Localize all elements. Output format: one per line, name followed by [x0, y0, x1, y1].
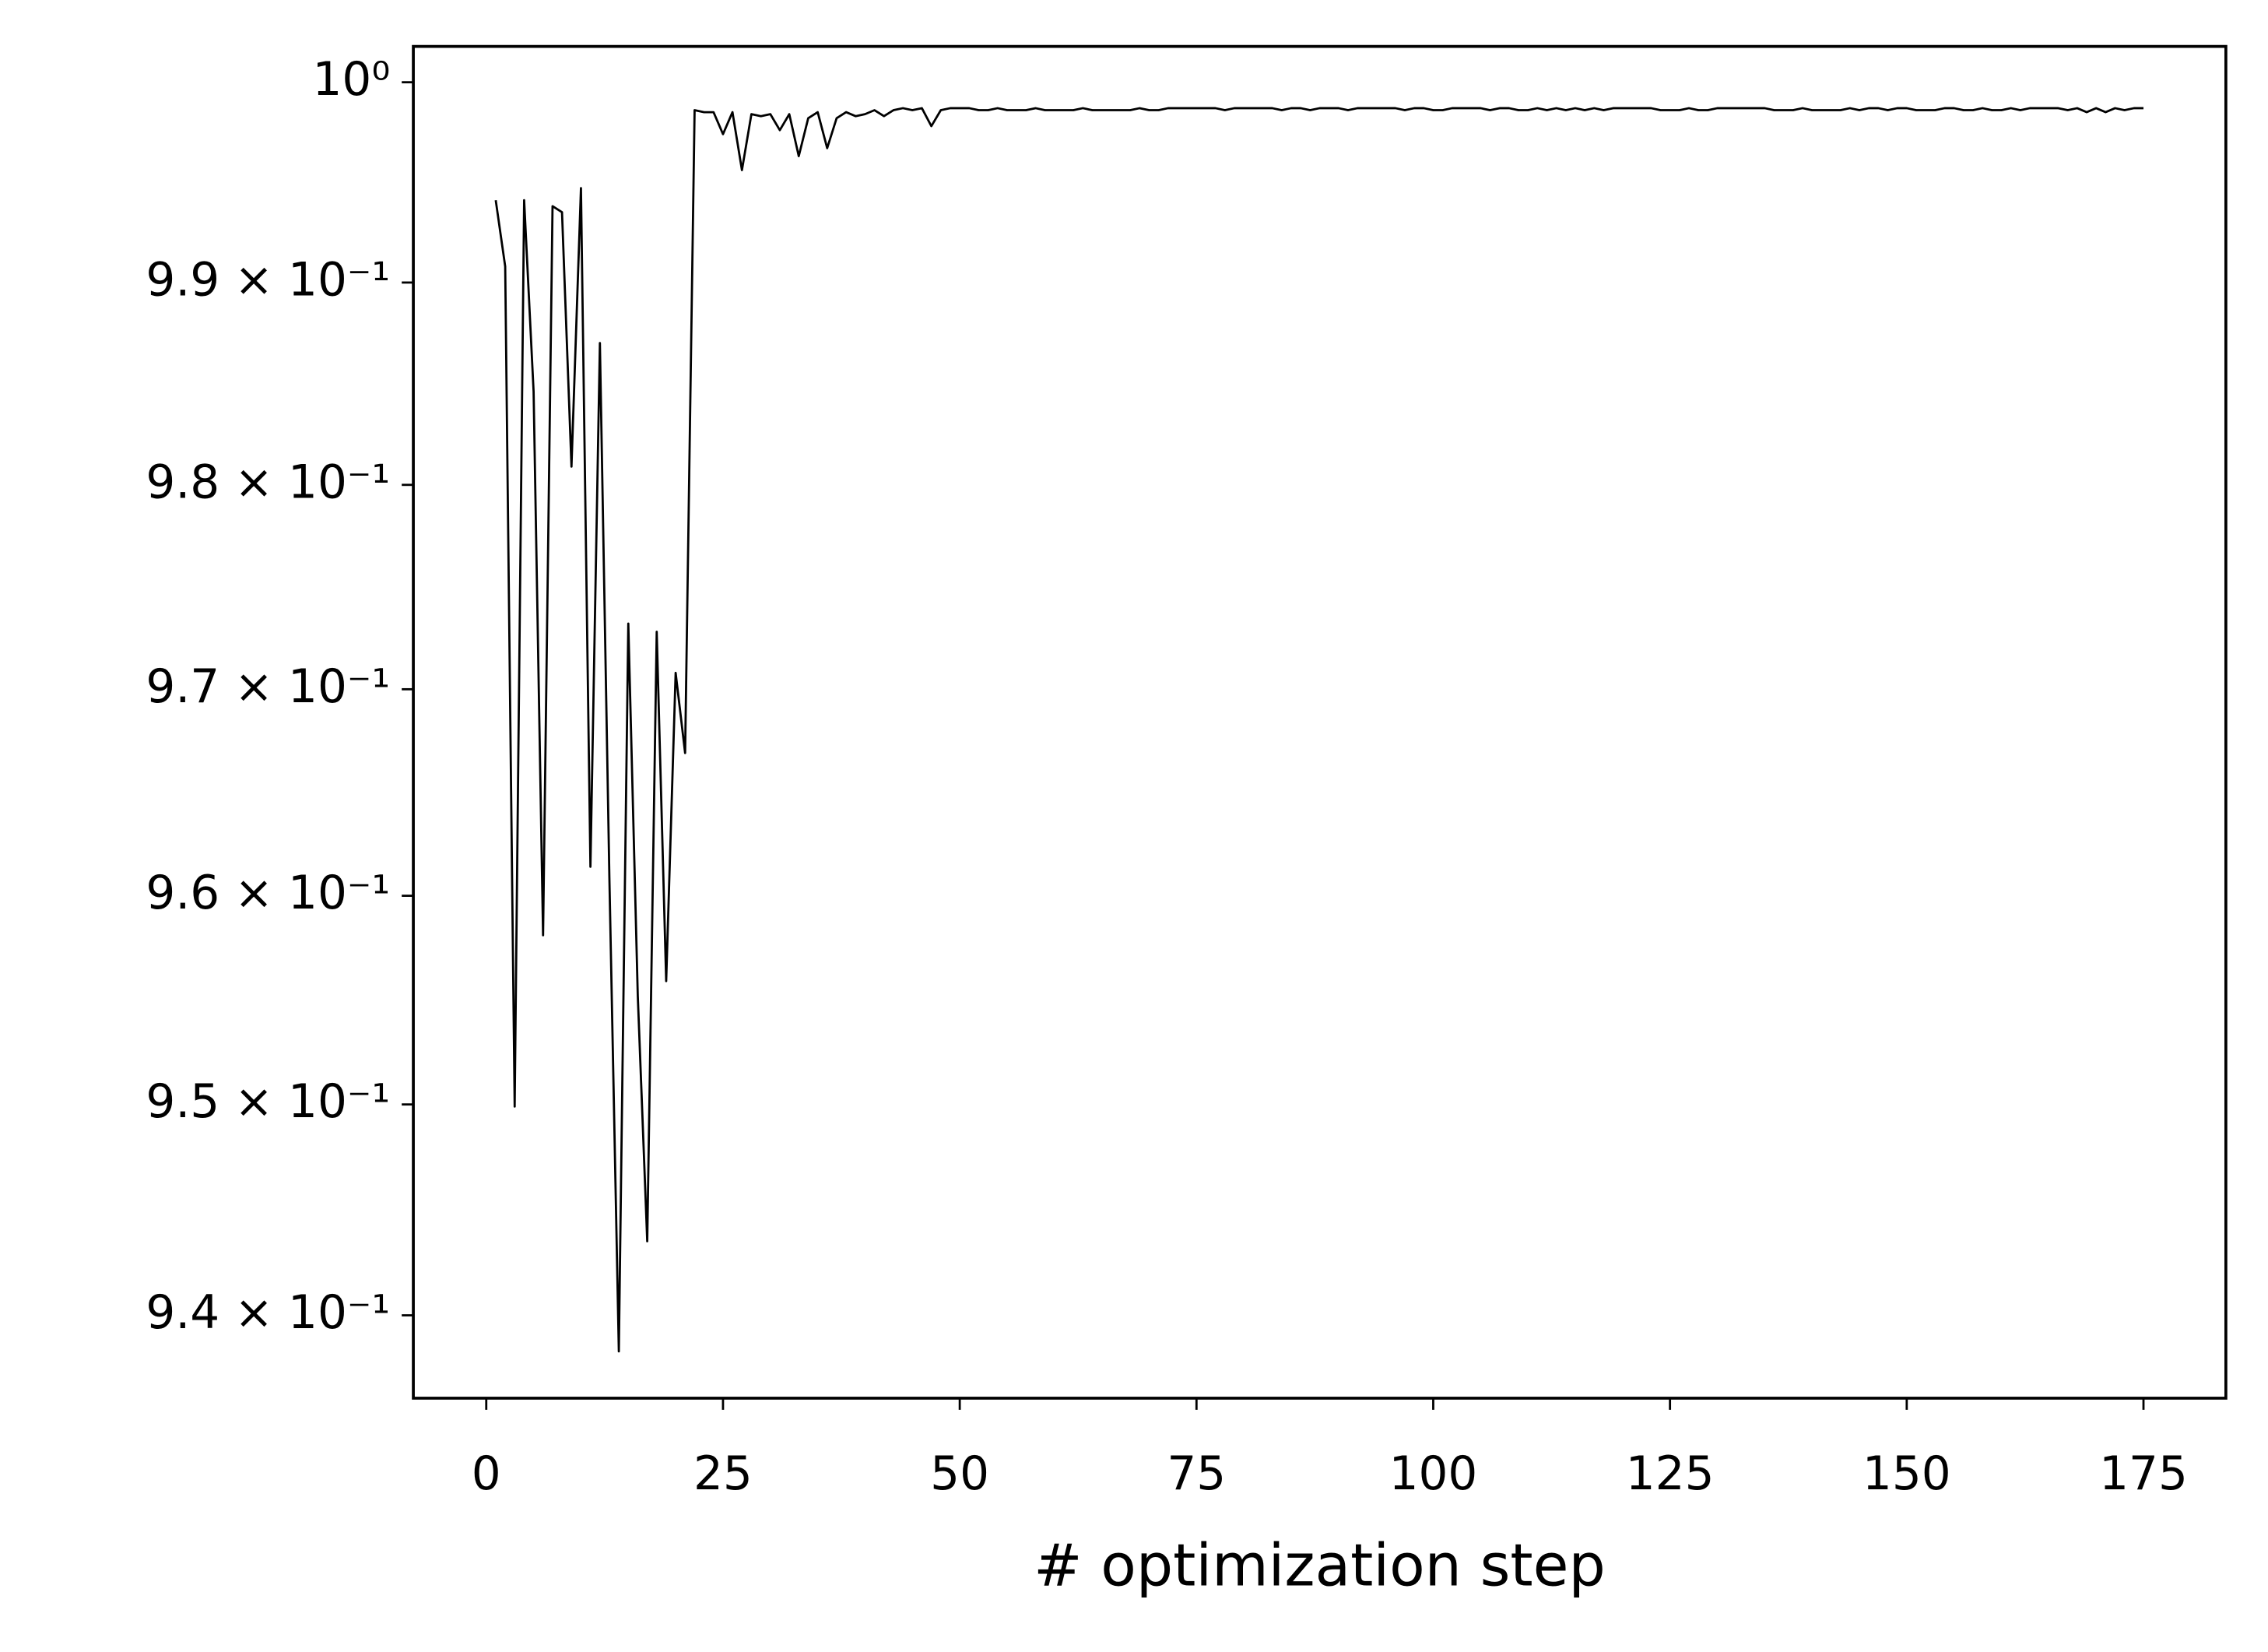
plot-frame — [412, 44, 2228, 1400]
x-tick-label: 50 — [930, 1447, 989, 1501]
x-tick-label: 125 — [1626, 1447, 1715, 1501]
x-tick-label: 175 — [2099, 1447, 2188, 1501]
y-tick-label: 10⁰ — [313, 53, 391, 107]
y-tick-label: 9.9 × 10⁻¹ — [146, 254, 390, 308]
x-axis-label: # optimization step — [1034, 1531, 1606, 1599]
x-tick-label: 25 — [693, 1447, 753, 1501]
data-line — [494, 107, 2144, 1353]
y-tick-label: 9.8 × 10⁻¹ — [146, 455, 390, 509]
x-tick-label: 0 — [472, 1447, 501, 1501]
y-tick-label: 9.5 × 10⁻¹ — [146, 1075, 390, 1129]
y-tick-label: 9.7 × 10⁻¹ — [146, 660, 390, 714]
x-tick-label: 100 — [1389, 1447, 1478, 1501]
y-tick-label: 9.4 × 10⁻¹ — [146, 1286, 390, 1340]
x-tick-label: 75 — [1167, 1447, 1226, 1501]
x-tick-label: 150 — [1862, 1447, 1951, 1501]
y-tick-label: 9.6 × 10⁻¹ — [146, 866, 390, 920]
